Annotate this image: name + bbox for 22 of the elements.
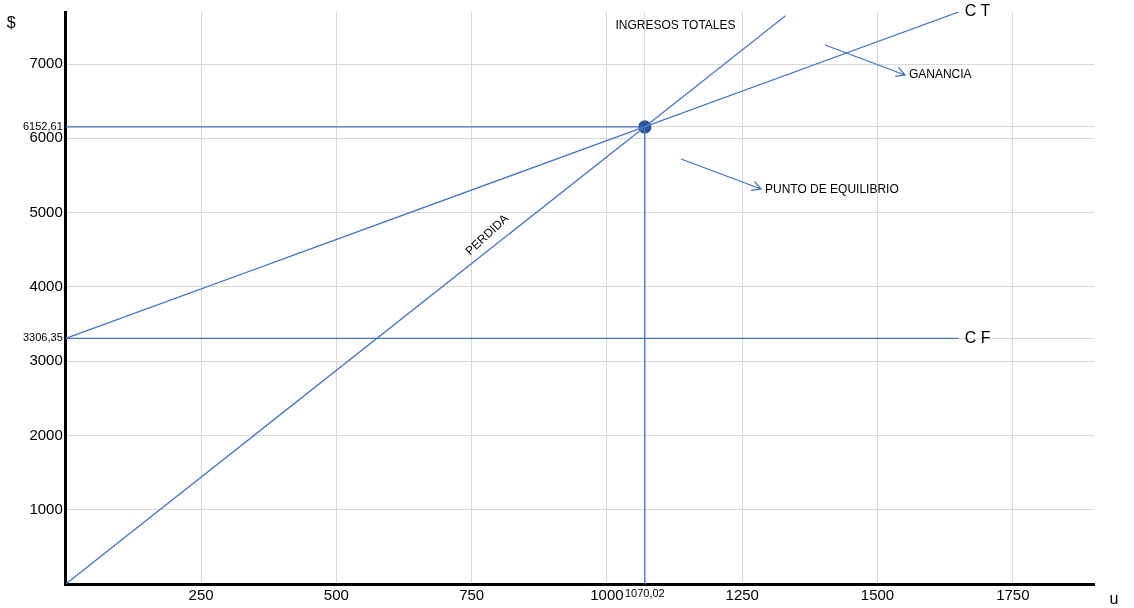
y-tick-label: 2000 — [29, 425, 63, 443]
y-axis-title: $ — [6, 14, 16, 32]
annotation: GANANCIA — [908, 67, 972, 82]
annotation: PUNTO DE EQUILIBRIO — [764, 181, 899, 196]
y-tick-label: 3306,35 — [23, 331, 63, 344]
y-tick-label: 3000 — [29, 351, 63, 369]
x-tick-label: 500 — [323, 586, 349, 604]
x-tick-label: 1070,02 — [624, 586, 665, 599]
series-label: C F — [964, 328, 991, 346]
series-label: INGRESOS TOTALES — [615, 18, 736, 33]
x-tick-label: 1500 — [860, 586, 895, 604]
x-tick-label: 750 — [459, 586, 485, 604]
y-tick-label: 5000 — [29, 202, 63, 220]
y-tick-label: 7000 — [29, 54, 63, 72]
y-tick-label: 1000 — [29, 499, 63, 517]
y-tick-label: 4000 — [29, 277, 63, 294]
x-tick-label: 1000 — [590, 586, 624, 604]
x-tick-label: 1750 — [996, 586, 1030, 604]
x-tick-label: 250 — [188, 586, 214, 604]
series-label: C T — [964, 2, 991, 20]
x-tick-label: 1250 — [725, 586, 759, 604]
x-axis-title: u — [1109, 590, 1119, 608]
